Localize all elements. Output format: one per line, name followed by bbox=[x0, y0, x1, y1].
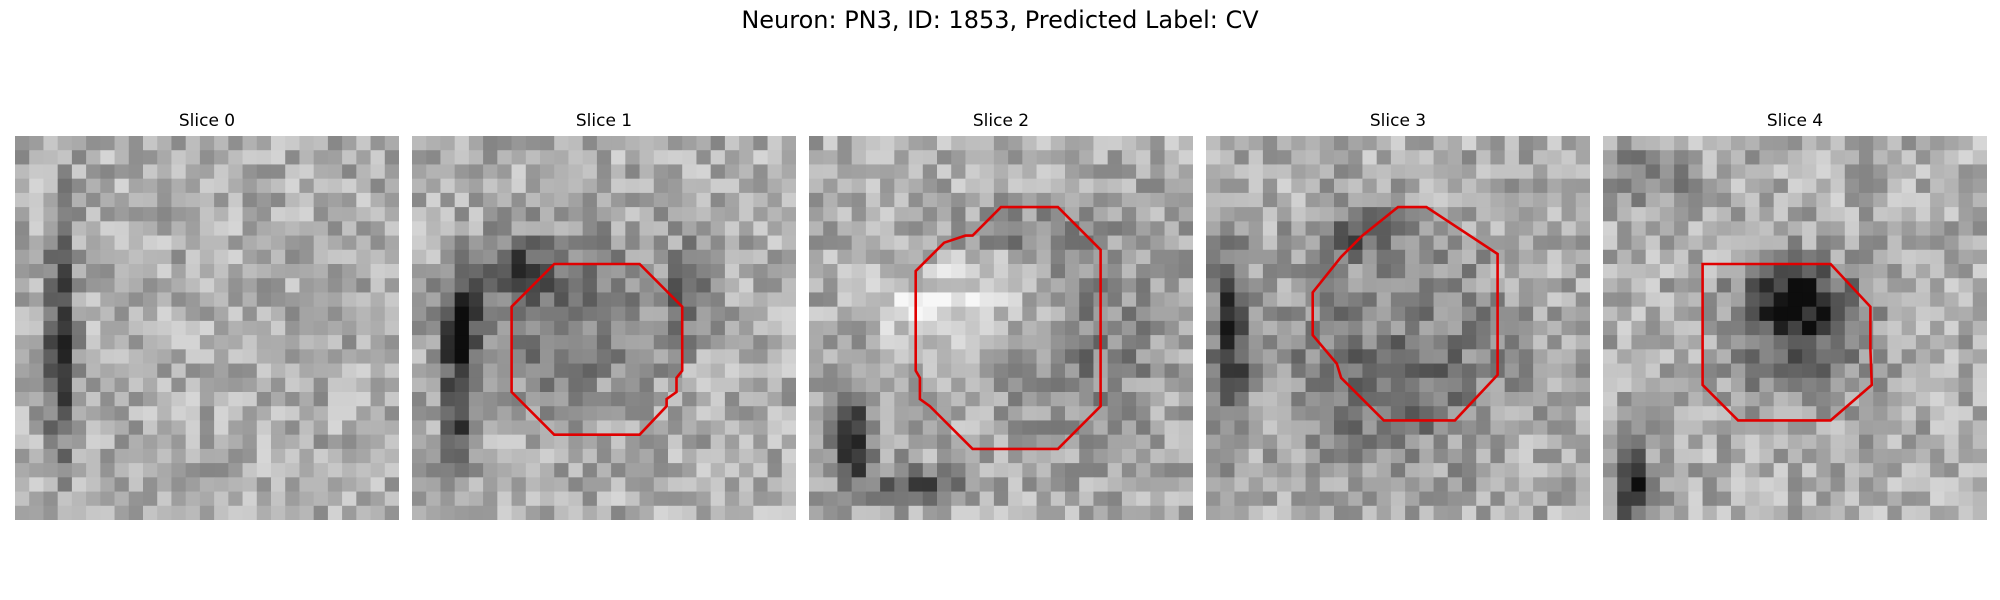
slice-title: Slice 4 bbox=[1766, 111, 1824, 131]
segmentation-contour bbox=[1701, 262, 1874, 422]
slice-image bbox=[1603, 136, 1987, 520]
slice-image bbox=[412, 136, 796, 520]
slice-panel-2: Slice 2 bbox=[809, 110, 1193, 520]
segmentation-contour bbox=[1311, 205, 1499, 422]
slice-panel-1: Slice 1 bbox=[412, 110, 796, 520]
pixel-grid bbox=[1206, 136, 1590, 520]
segmentation-contour bbox=[510, 262, 684, 437]
slice-title: Slice 0 bbox=[178, 111, 236, 131]
slice-panel-0: Slice 0 bbox=[15, 110, 399, 520]
slice-panel-3: Slice 3 bbox=[1206, 110, 1590, 520]
slice-image bbox=[15, 136, 399, 520]
pixel-grid bbox=[1603, 136, 1987, 520]
pixel-grid bbox=[15, 136, 399, 520]
segmentation-contour bbox=[914, 205, 1102, 451]
slice-image bbox=[809, 136, 1193, 520]
figure-title: Neuron: PN3, ID: 1853, Predicted Label: … bbox=[741, 6, 1259, 34]
slice-title: Slice 1 bbox=[575, 111, 633, 131]
slice-title: Slice 3 bbox=[1369, 111, 1427, 131]
slice-title: Slice 2 bbox=[972, 111, 1030, 131]
pixel-grid bbox=[412, 136, 796, 520]
slice-image bbox=[1206, 136, 1590, 520]
pixel-grid bbox=[809, 136, 1193, 520]
slice-panel-4: Slice 4 bbox=[1603, 110, 1987, 520]
